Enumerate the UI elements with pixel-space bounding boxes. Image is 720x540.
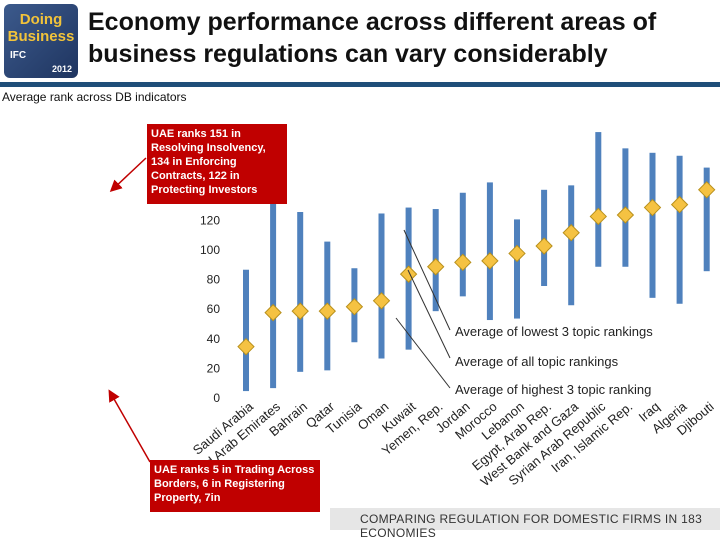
average-marker <box>670 195 689 214</box>
average-marker <box>372 292 391 310</box>
average-marker <box>454 253 472 272</box>
page-title: Economy performance across different are… <box>88 6 708 70</box>
logo-line3: IFC <box>10 50 27 61</box>
markers-layer <box>237 181 716 356</box>
range-bar <box>459 192 466 297</box>
y-tick-label: 80 <box>207 273 221 287</box>
average-marker <box>291 302 309 320</box>
legend-leader-1 <box>403 229 451 331</box>
footer-text: COMPARING REGULATION FOR DOMESTIC FIRMS … <box>360 512 703 540</box>
legend: Average of lowest 3 topic rankings Avera… <box>455 324 653 397</box>
average-marker <box>426 258 445 276</box>
title-line1: Economy performance across different are… <box>88 8 657 36</box>
average-marker <box>643 198 662 217</box>
y-tick-label: 60 <box>207 302 221 316</box>
average-marker <box>264 303 282 322</box>
range-bar <box>703 167 710 272</box>
average-marker <box>345 298 364 316</box>
range-bar <box>514 219 520 319</box>
range-bar <box>595 132 602 267</box>
range-bar <box>676 155 683 304</box>
average-marker <box>616 206 635 224</box>
bars-layer <box>243 132 710 392</box>
range-bar <box>243 269 249 392</box>
y-tick-label: 120 <box>200 213 220 227</box>
legend-average: Average of all topic rankings <box>455 354 619 369</box>
title-line2: business regulations can vary considerab… <box>88 40 608 68</box>
title-divider <box>0 82 720 87</box>
legend-highest: Average of highest 3 topic ranking <box>455 382 651 397</box>
average-marker <box>535 237 553 255</box>
annotation-arrow-top <box>109 157 147 193</box>
average-marker <box>318 302 337 320</box>
average-marker <box>508 244 526 263</box>
annotation-uae-best: UAE ranks 5 in Trading Across Borders, 6… <box>150 460 320 512</box>
chart-subtitle: Average rank across DB indicators <box>2 90 187 104</box>
y-tick-label: 100 <box>200 243 220 257</box>
doing-business-logo: Doing Business IFC 2012 <box>4 4 78 78</box>
logo-line1: Doing <box>19 11 63 28</box>
range-bar <box>270 177 277 389</box>
annotation-arrow-bottom <box>108 389 151 463</box>
range-bar <box>486 182 493 321</box>
logo-year: 2012 <box>51 64 72 74</box>
average-marker <box>562 224 580 242</box>
y-tick-label: 20 <box>207 361 221 375</box>
average-marker <box>237 337 255 356</box>
legend-leader-2 <box>407 269 451 359</box>
average-marker <box>399 265 418 283</box>
legend-leader-3 <box>395 317 451 389</box>
logo-line2: Business <box>7 28 75 45</box>
average-marker <box>697 181 716 199</box>
range-bar <box>378 213 385 359</box>
annotation-uae-worst: UAE ranks 151 in Resolving Insolvency, 1… <box>147 124 287 204</box>
legend-lowest: Average of lowest 3 topic rankings <box>455 324 653 339</box>
average-marker <box>589 207 608 226</box>
y-tick-label: 40 <box>207 332 221 346</box>
average-marker <box>481 252 499 270</box>
y-axis: 0 20 40 60 80 100 120 <box>200 213 220 405</box>
range-bar <box>649 152 656 298</box>
range-bar <box>297 212 304 372</box>
footer-bar <box>330 508 720 530</box>
y-tick-label: 0 <box>213 391 220 405</box>
range-bar <box>568 185 575 306</box>
